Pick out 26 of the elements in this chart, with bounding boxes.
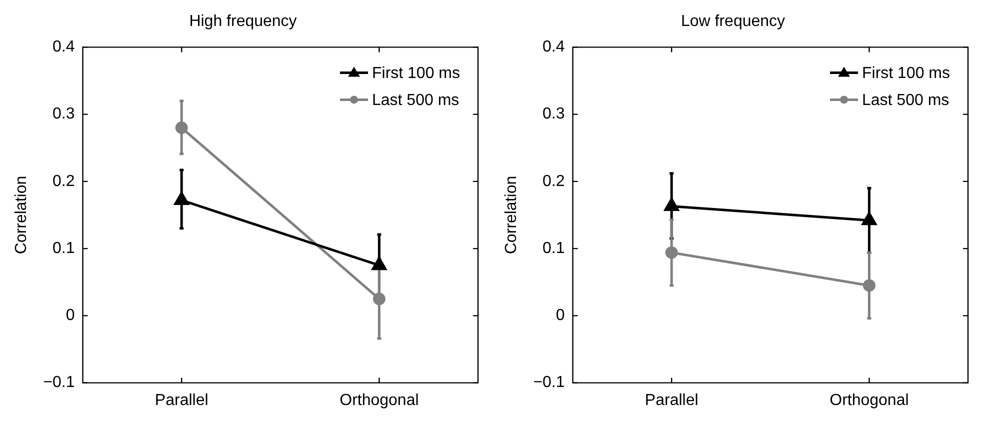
y-tick-label: 0.4	[542, 38, 565, 56]
point	[175, 121, 188, 134]
x-tick-label: Orthogonal	[340, 392, 419, 409]
y-tick-label: −0.1	[43, 374, 75, 392]
chart-title: Low frequency	[680, 13, 786, 30]
y-tick-label: 0.3	[542, 106, 565, 123]
legend-label: First 100 ms	[372, 65, 460, 82]
y-tick-label: 0.1	[542, 240, 565, 257]
y-tick-label: 0.3	[52, 106, 75, 123]
x-tick-label: Parallel	[644, 392, 698, 409]
legend-label: First 100 ms	[862, 65, 950, 82]
point	[372, 257, 387, 270]
y-tick-label: −0.1	[533, 374, 565, 392]
y-axis-title: Correlation	[13, 176, 30, 254]
x-tick-label: Orthogonal	[830, 392, 909, 409]
legend-label: Last 500 ms	[862, 92, 950, 110]
y-tick-label: 0.1	[52, 240, 75, 257]
legend-label: Last 500 ms	[372, 92, 460, 110]
y-tick-label: 0.4	[52, 38, 75, 56]
chart-title: High frequency	[189, 13, 297, 30]
y-axis-title: Correlation	[503, 176, 520, 254]
y-tick-label: 0	[66, 307, 75, 324]
y-tick-label: 0	[556, 307, 565, 324]
y-tick-label: 0.2	[542, 172, 565, 190]
x-tick-label: Parallel	[154, 392, 208, 409]
y-tick-label: 0.2	[52, 172, 75, 190]
